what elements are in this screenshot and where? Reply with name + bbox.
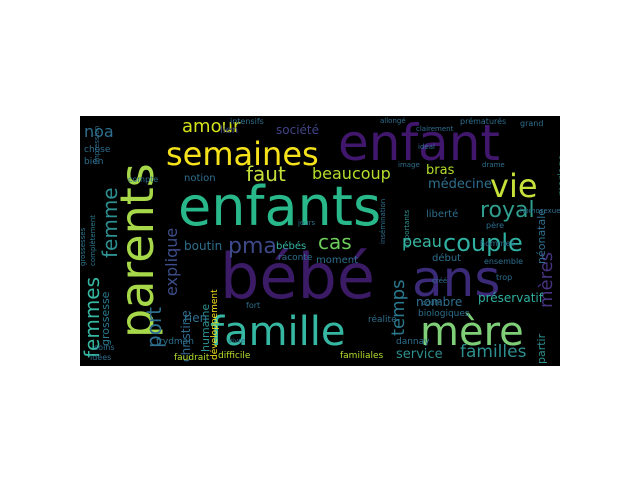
word-pere: père <box>486 221 505 230</box>
word-frydman: frydman <box>156 337 194 347</box>
word-nombre: nombre <box>416 295 463 309</box>
word-bien: bien <box>84 157 104 167</box>
word-premature: prématurés <box>460 117 507 126</box>
word-intensifs: intensifs <box>230 117 264 126</box>
word-allonge: allongé <box>380 117 406 125</box>
word-faut: faut <box>246 162 286 186</box>
word-faudrait: faudrait <box>174 353 210 363</box>
word-societe: société <box>276 123 319 137</box>
word-trop: trop <box>496 273 513 282</box>
word-bebe: bébé <box>220 240 375 313</box>
word-amour: amour <box>182 116 241 137</box>
word-cloud: enfants bébé enfant parents ans famille … <box>80 116 560 366</box>
word-service: service <box>396 347 443 362</box>
word-semaines: semaines <box>166 135 319 173</box>
word-temps: temps <box>388 279 409 336</box>
word-idees: idées <box>90 353 112 362</box>
word-ans: ans <box>412 250 501 308</box>
word-royal: royal <box>480 198 535 223</box>
word-cas: cas <box>318 230 352 254</box>
word-grossesse: grossesse <box>99 291 112 346</box>
word-enfants: enfants <box>178 175 382 238</box>
word-beaucoup: beaucoup <box>312 164 391 183</box>
word-preservatif: préservatif <box>478 291 543 305</box>
word-bras: bras <box>426 163 455 178</box>
word-fort: fort <box>246 301 261 310</box>
word-completement: complètement <box>89 214 97 266</box>
word-mere: mère <box>420 309 524 355</box>
word-explique: explique <box>162 227 181 296</box>
word-clairement: clairement <box>416 125 454 133</box>
word-boutin: boutin <box>184 239 223 253</box>
word-biologiques: biologiques <box>418 309 470 319</box>
word-dannay: dannay <box>396 337 430 347</box>
word-femme: femme <box>98 187 122 258</box>
word-famille: famille <box>210 309 346 355</box>
word-developpement: développement <box>210 289 220 360</box>
word-cree: créé <box>432 277 448 285</box>
word-grand: grand <box>520 119 544 128</box>
word-grossesses: grossesses <box>80 227 87 266</box>
word-ensemble: ensemble <box>484 257 524 266</box>
word-peau: peau <box>402 232 442 251</box>
word-raconte: raconte <box>278 253 313 263</box>
word-noa: noa <box>84 122 114 141</box>
word-couple: couple <box>443 229 523 257</box>
word-chose: chose <box>84 145 111 155</box>
word-partir: partir <box>535 333 548 364</box>
word-neonatale: néonatale <box>535 208 548 264</box>
word-debut: début <box>432 253 462 264</box>
word-liberte: liberté <box>426 209 459 220</box>
word-pma: pma <box>228 234 277 259</box>
word-bebes: bébés <box>276 241 307 252</box>
word-coute: coûte <box>422 299 442 307</box>
word-vivre: vivre <box>228 337 246 345</box>
word-insemination: insémination <box>379 198 387 244</box>
word-ideal: idéal <box>418 143 435 151</box>
word-jours: jours <box>298 219 316 227</box>
word-familiales: familiales <box>340 351 384 361</box>
word-enfant: enfant <box>338 116 500 172</box>
word-lien: lien <box>220 125 239 136</box>
word-compte: compte <box>128 175 159 184</box>
word-medecine: médecine <box>428 177 492 192</box>
word-homosexuel: homosexuel <box>520 207 560 215</box>
word-drame: drame <box>482 161 505 169</box>
word-mariage: mariage <box>557 154 560 196</box>
word-difficile: difficile <box>218 351 251 361</box>
word-moment: moment <box>316 255 359 266</box>
word-familles: familles <box>460 342 527 362</box>
word-soins: soins <box>94 343 115 352</box>
word-hommes: hommes <box>480 239 515 248</box>
word-rien: rien <box>184 311 208 325</box>
word-vie: vie <box>490 167 538 205</box>
word-notion: notion <box>184 173 216 184</box>
word-realite: réalité <box>368 315 397 325</box>
word-image: image <box>398 161 420 169</box>
